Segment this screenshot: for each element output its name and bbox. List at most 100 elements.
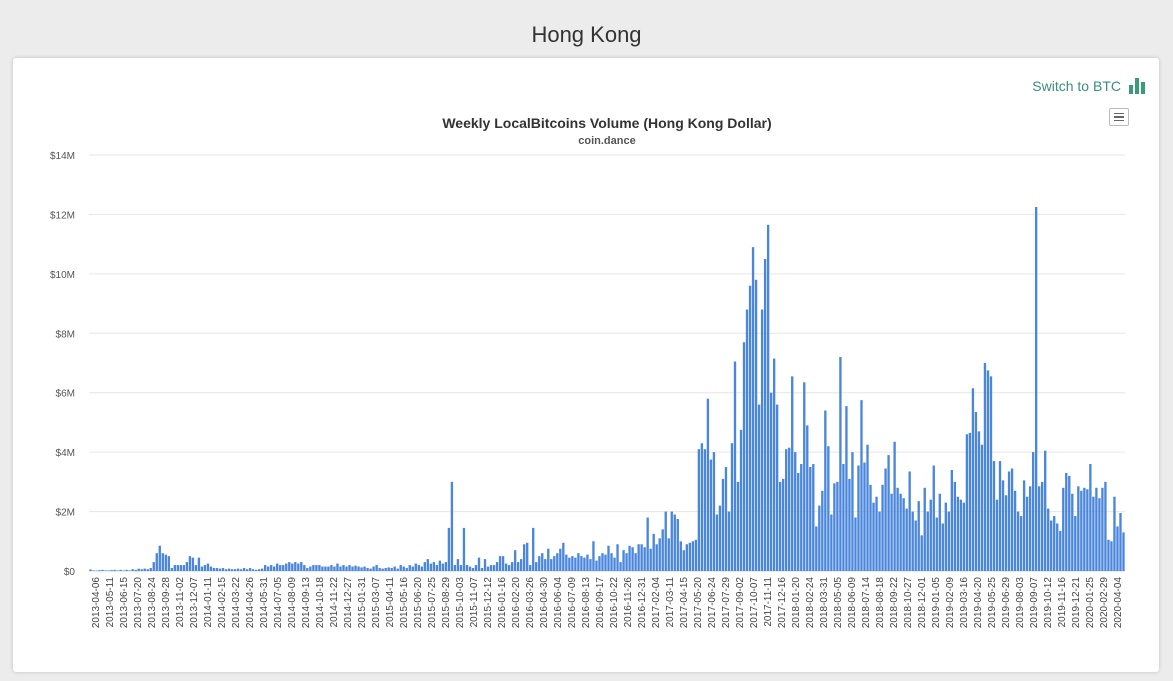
bar[interactable]	[101, 569, 104, 571]
bar[interactable]	[1044, 450, 1047, 571]
bar[interactable]	[685, 544, 688, 571]
bar[interactable]	[170, 568, 173, 571]
bar[interactable]	[309, 566, 312, 571]
bar[interactable]	[1001, 480, 1005, 571]
bar[interactable]	[107, 570, 110, 571]
bar[interactable]	[321, 566, 324, 571]
bar[interactable]	[866, 444, 869, 571]
bar[interactable]	[523, 544, 526, 571]
bar[interactable]	[733, 361, 737, 571]
bar[interactable]	[878, 511, 881, 571]
bar[interactable]	[589, 559, 592, 571]
bar[interactable]	[547, 548, 550, 571]
bar[interactable]	[1013, 490, 1017, 571]
bar[interactable]	[989, 376, 993, 571]
bar[interactable]	[682, 550, 685, 571]
bar[interactable]	[363, 566, 366, 571]
bar[interactable]	[748, 285, 752, 571]
bar[interactable]	[875, 496, 878, 571]
bar[interactable]	[92, 570, 95, 571]
bar[interactable]	[872, 502, 875, 571]
bar[interactable]	[562, 542, 565, 571]
bar[interactable]	[339, 566, 342, 571]
bar[interactable]	[495, 562, 499, 571]
bar[interactable]	[414, 563, 417, 571]
bar[interactable]	[297, 563, 300, 571]
bar[interactable]	[507, 565, 511, 571]
bar[interactable]	[423, 562, 426, 571]
bar[interactable]	[1110, 541, 1113, 571]
bar[interactable]	[1101, 487, 1104, 571]
bar[interactable]	[209, 566, 213, 571]
bar[interactable]	[851, 452, 854, 571]
bar[interactable]	[980, 444, 984, 571]
bar[interactable]	[1025, 496, 1029, 571]
bar[interactable]	[911, 511, 914, 571]
bar[interactable]	[830, 514, 833, 571]
bar[interactable]	[664, 511, 667, 571]
bar[interactable]	[697, 449, 701, 571]
bar[interactable]	[218, 568, 222, 571]
bar[interactable]	[342, 565, 345, 571]
bar[interactable]	[782, 478, 785, 571]
bar[interactable]	[285, 563, 288, 571]
bar[interactable]	[483, 559, 487, 571]
bar[interactable]	[185, 562, 189, 571]
bar[interactable]	[974, 412, 978, 571]
bar[interactable]	[791, 376, 794, 571]
bar[interactable]	[730, 443, 734, 571]
bar[interactable]	[839, 357, 842, 571]
bar[interactable]	[821, 490, 824, 571]
bar[interactable]	[477, 557, 481, 571]
bar[interactable]	[754, 279, 758, 571]
bar[interactable]	[538, 556, 541, 571]
bar[interactable]	[242, 568, 246, 571]
bar[interactable]	[492, 565, 496, 571]
bar[interactable]	[1047, 508, 1050, 571]
bar[interactable]	[435, 565, 439, 571]
bar[interactable]	[501, 556, 505, 571]
bar[interactable]	[197, 557, 201, 571]
bar[interactable]	[390, 568, 393, 571]
bar[interactable]	[405, 568, 408, 571]
bar[interactable]	[691, 541, 695, 571]
bar[interactable]	[902, 498, 905, 571]
bar[interactable]	[800, 464, 803, 571]
bar[interactable]	[303, 565, 306, 571]
bar[interactable]	[890, 493, 893, 571]
bar[interactable]	[622, 550, 625, 571]
bar[interactable]	[1053, 516, 1056, 571]
bar[interactable]	[676, 519, 679, 571]
bar[interactable]	[896, 487, 899, 571]
bar[interactable]	[444, 562, 448, 571]
bar[interactable]	[571, 556, 574, 571]
bar[interactable]	[1068, 475, 1071, 571]
bar[interactable]	[158, 545, 161, 571]
bar[interactable]	[432, 562, 436, 571]
bar[interactable]	[860, 400, 863, 571]
bar[interactable]	[917, 501, 920, 571]
bar[interactable]	[357, 566, 360, 571]
bar[interactable]	[694, 539, 698, 571]
bar[interactable]	[724, 467, 728, 571]
bar[interactable]	[95, 570, 98, 572]
bar[interactable]	[417, 565, 420, 571]
bar[interactable]	[489, 565, 493, 571]
bar[interactable]	[1019, 516, 1023, 571]
bar[interactable]	[568, 557, 571, 571]
bar[interactable]	[459, 565, 463, 571]
bar[interactable]	[420, 566, 423, 571]
bar[interactable]	[881, 484, 884, 571]
bar[interactable]	[550, 559, 553, 571]
bar[interactable]	[291, 563, 294, 571]
bar[interactable]	[667, 538, 670, 571]
bar[interactable]	[658, 538, 661, 571]
bar[interactable]	[580, 556, 583, 571]
bar[interactable]	[670, 511, 673, 571]
bar[interactable]	[498, 556, 502, 571]
bar[interactable]	[453, 565, 457, 571]
bar[interactable]	[116, 570, 119, 571]
bar[interactable]	[426, 559, 429, 571]
bar[interactable]	[519, 559, 523, 571]
bar[interactable]	[1004, 495, 1008, 571]
